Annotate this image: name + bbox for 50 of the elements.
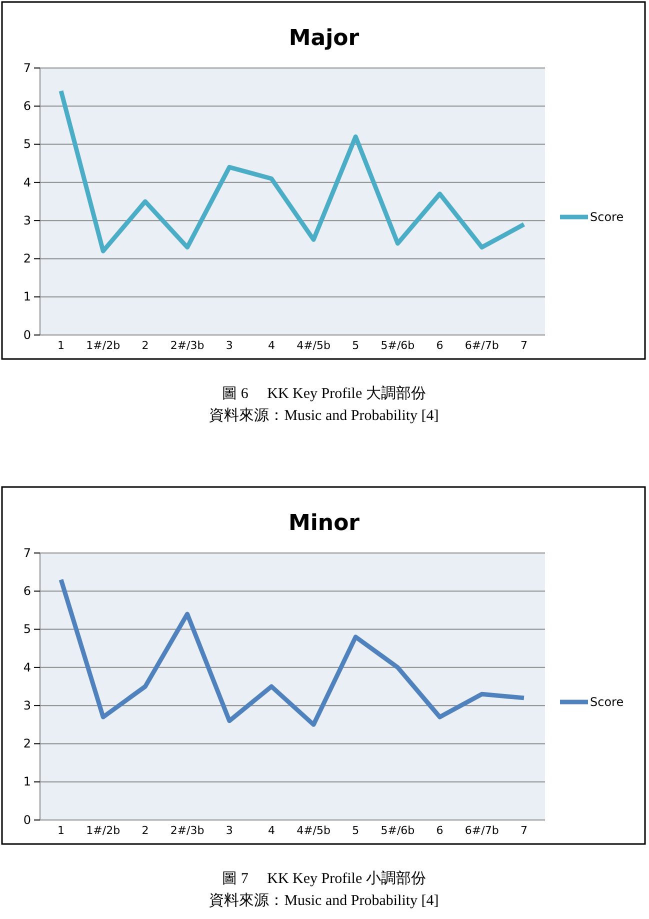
y-tick-label: 3	[23, 698, 31, 712]
y-tick-label: 2	[23, 736, 31, 751]
chart-title: Minor	[288, 511, 360, 536]
y-tick-label: 4	[23, 175, 31, 190]
x-tick-label: 5#/6b	[380, 824, 415, 837]
y-tick-label: 3	[23, 213, 31, 228]
y-tick-label: 5	[23, 622, 31, 636]
caption: 圖 6 KK Key Profile 大調部份	[222, 385, 426, 402]
x-tick-label: 4	[268, 338, 275, 352]
line-series	[58, 88, 526, 254]
x-tick-label: 5	[352, 824, 360, 837]
y-tick-label: 6	[23, 584, 31, 598]
caption: 圖 7 KK Key Profile 小調部份	[222, 870, 426, 887]
x-tick-label: 1#/2b	[86, 824, 120, 837]
y-tick-label: 7	[23, 60, 31, 75]
y-tick-label: 0	[23, 328, 31, 342]
x-tick-label: 5#/6b	[380, 338, 415, 352]
x-tick-label: 7	[520, 338, 528, 352]
y-tick-label: 1	[23, 774, 31, 789]
y-tick-label: 2	[23, 252, 31, 266]
x-tick-label: 6#/7b	[464, 338, 499, 352]
line-series	[58, 577, 526, 727]
x-tick-label: 6#/7b	[464, 824, 499, 837]
y-tick-label: 4	[23, 660, 31, 674]
x-tick-label: 3	[226, 338, 233, 352]
y-tick-label: 5	[23, 137, 31, 152]
x-tick-label: 3	[226, 824, 233, 837]
x-tick-label: 4	[268, 824, 275, 837]
x-tick-label: 1	[58, 824, 65, 837]
x-tick-label: 2	[142, 338, 149, 352]
x-tick-label: 4#/5b	[296, 338, 331, 352]
x-tick-label: 2#/3b	[170, 338, 204, 352]
x-tick-label: 6	[436, 824, 444, 837]
source-note: 資料來源：Music and Probability [4]	[209, 407, 439, 424]
x-tick-label: 5	[352, 338, 360, 352]
legend-label: Score	[590, 695, 624, 709]
x-tick-label: 6	[436, 338, 444, 352]
y-tick-label: 0	[23, 812, 31, 827]
y-tick-label: 7	[23, 546, 31, 560]
y-tick-label: 1	[23, 290, 31, 304]
x-tick-label: 1	[58, 338, 65, 352]
x-tick-label: 1#/2b	[86, 338, 120, 352]
source-note: 資料來源：Music and Probability [4]	[209, 892, 439, 909]
x-tick-label: 7	[520, 824, 528, 837]
x-tick-label: 2	[142, 824, 149, 837]
x-tick-label: 2#/3b	[170, 824, 204, 837]
chart-title: Major	[288, 26, 360, 51]
x-tick-label: 4#/5b	[296, 824, 331, 837]
legend-label: Score	[590, 210, 624, 224]
y-tick-label: 6	[23, 98, 31, 113]
